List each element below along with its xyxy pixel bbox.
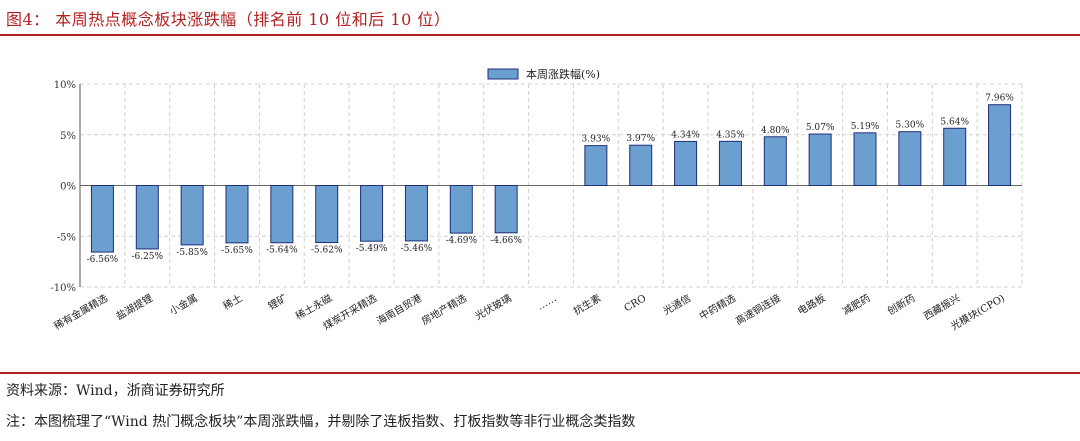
- bar: [404, 185, 428, 242]
- category-label: ……: [536, 293, 559, 313]
- bar: [943, 127, 967, 186]
- category-label: 房地产精选: [419, 291, 469, 327]
- category-label: 电路板: [795, 291, 827, 317]
- data-label: -5.46%: [401, 244, 433, 254]
- data-label: 4.34%: [671, 130, 700, 140]
- data-label: -5.65%: [221, 246, 253, 256]
- bar-layer: [90, 104, 1012, 253]
- data-label: -5.85%: [176, 248, 208, 258]
- legend-label: 本周涨跌幅(%): [526, 67, 600, 81]
- bar: [494, 185, 518, 234]
- data-label: 5.30%: [896, 121, 925, 131]
- y-tick-label: -5%: [57, 232, 76, 243]
- category-label: 海南自贸港: [374, 291, 424, 327]
- y-tick-label: 0%: [60, 182, 76, 193]
- bar: [853, 132, 877, 187]
- data-label: 5.07%: [806, 123, 835, 133]
- category-label: 西藏振兴: [921, 291, 962, 322]
- data-label: -5.49%: [356, 244, 388, 254]
- legend-swatch: [487, 68, 519, 80]
- category-label: 锂矿: [266, 291, 290, 312]
- bar: [629, 144, 653, 186]
- data-label: 7.96%: [985, 94, 1014, 104]
- category-label: 稀土: [221, 291, 245, 312]
- bar: [808, 133, 832, 187]
- category-label: 减肥药: [841, 292, 873, 317]
- bar: [180, 185, 204, 246]
- data-label: -5.64%: [266, 246, 298, 256]
- y-tick-label: 10%: [54, 80, 76, 91]
- bar: [135, 185, 159, 250]
- data-label: 4.35%: [716, 130, 745, 140]
- bar: [225, 185, 249, 244]
- y-tick-label: -10%: [50, 283, 76, 294]
- data-label: 5.64%: [940, 117, 969, 127]
- bar: [270, 185, 294, 244]
- data-label: 3.97%: [626, 134, 655, 144]
- category-label: 光通信: [661, 291, 693, 317]
- source-text: 资料来源：Wind，浙商证券研究所: [6, 383, 225, 399]
- category-label: CRO: [622, 293, 648, 314]
- data-label: -6.56%: [87, 255, 119, 265]
- category-label: 盐湖提锂: [114, 291, 155, 322]
- data-label: 5.19%: [851, 122, 880, 132]
- bar-chart: -10%-5%0%5%10% -6.56% -6.25% -5.85% -5.65% -…: [50, 67, 1023, 333]
- data-label: -4.69%: [445, 236, 477, 246]
- category-label: 稀土永磁: [293, 291, 334, 322]
- bar: [898, 131, 922, 186]
- top-rule: [0, 34, 1080, 36]
- data-label: 4.80%: [761, 126, 790, 136]
- legend: 本周涨跌幅(%): [487, 67, 600, 81]
- bar: [718, 140, 742, 187]
- bottom-rule: [0, 372, 1080, 374]
- bar: [674, 140, 698, 187]
- category-label: 光伏玻璃: [473, 291, 514, 322]
- label-layer: -6.56% -6.25% -5.85% -5.65% -5.64% -5.62% -5.4…: [87, 94, 1015, 265]
- data-label: -5.62%: [311, 246, 343, 256]
- note-text: 注：本图梳理了“Wind 热门概念板块”本周涨跌幅，并剔除了连板指数、打板指数等…: [6, 414, 636, 430]
- bar: [988, 104, 1012, 186]
- figure-title: 图4： 本周热点概念板块涨跌幅（排名前 10 位和后 10 位）: [6, 10, 451, 29]
- y-tick-label: 5%: [60, 131, 76, 142]
- bar: [90, 185, 114, 253]
- bar: [449, 185, 473, 234]
- category-label: 小金属: [167, 291, 199, 317]
- category-label: 创新药: [885, 291, 917, 317]
- data-label: 3.93%: [582, 135, 611, 145]
- category-label: 稀有金属精选: [51, 291, 109, 332]
- category-label: 抗生素: [571, 291, 603, 317]
- data-label: -4.66%: [490, 236, 522, 246]
- bar: [360, 185, 384, 242]
- category-label: 高速铜连接: [733, 291, 783, 327]
- category-label: 中药精选: [697, 291, 738, 322]
- bar: [763, 136, 787, 186]
- bar: [315, 185, 339, 244]
- data-label: -6.25%: [131, 252, 163, 262]
- bar: [584, 145, 608, 187]
